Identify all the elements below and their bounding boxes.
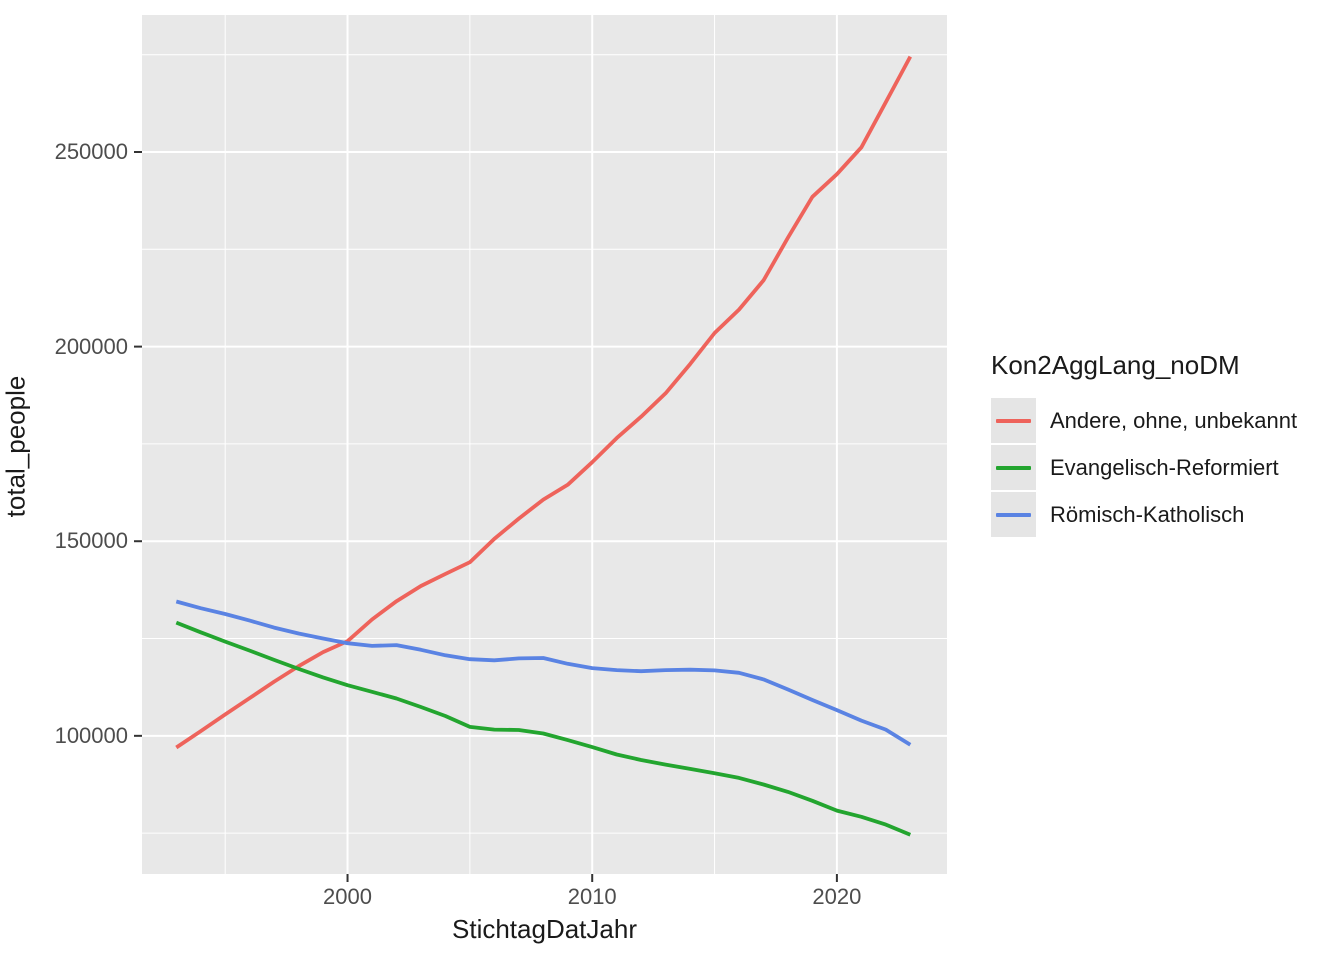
legend-item-label: Evangelisch-Reformiert [1050,454,1279,480]
minor-gridlines [142,15,947,874]
x-tick-label: 2020 [812,884,862,909]
legend: Kon2AggLang_noDM Andere, ohne, unbekannt… [991,350,1297,539]
major-gridlines [142,15,947,874]
x-tick-label: 2010 [567,884,617,909]
legend-item: Römisch-Katholisch [991,492,1297,537]
x-tick-label: 2000 [323,884,372,909]
y-tick-label: 250000 [54,139,128,164]
legend-swatch-line-icon [996,465,1031,470]
legend-swatch-line-icon [996,418,1031,423]
legend-key-swatch [991,398,1036,443]
legend-swatch-line-icon [996,512,1031,517]
plot-panel [134,15,947,882]
legend-item: Evangelisch-Reformiert [991,445,1297,490]
series-line-römisch-katholisch [175,599,912,747]
legend-key-swatch [991,445,1036,490]
series-line-evangelisch-reformiert [175,620,912,837]
legend-items: Andere, ohne, unbekannt Evangelisch-Refor… [991,398,1297,537]
legend-key-swatch [991,492,1036,537]
y-tick-label: 200000 [54,333,128,359]
legend-item-label: Andere, ohne, unbekannt [1050,407,1298,433]
x-axis-title: StichtagDatJahr [452,914,637,944]
legend-title: Kon2AggLang_noDM [991,350,1240,380]
legend-item-label: Römisch-Katholisch [1050,501,1245,527]
axis-tick-marks [134,151,838,882]
y-tick-label: 100000 [54,722,128,748]
y-axis-title: total_people [0,375,31,518]
y-tick-label: 150000 [54,528,128,554]
series-line-andere-ohne-unbekannt [175,55,912,750]
plot-area-svg [134,15,947,882]
legend-item: Andere, ohne, unbekannt [991,398,1297,443]
